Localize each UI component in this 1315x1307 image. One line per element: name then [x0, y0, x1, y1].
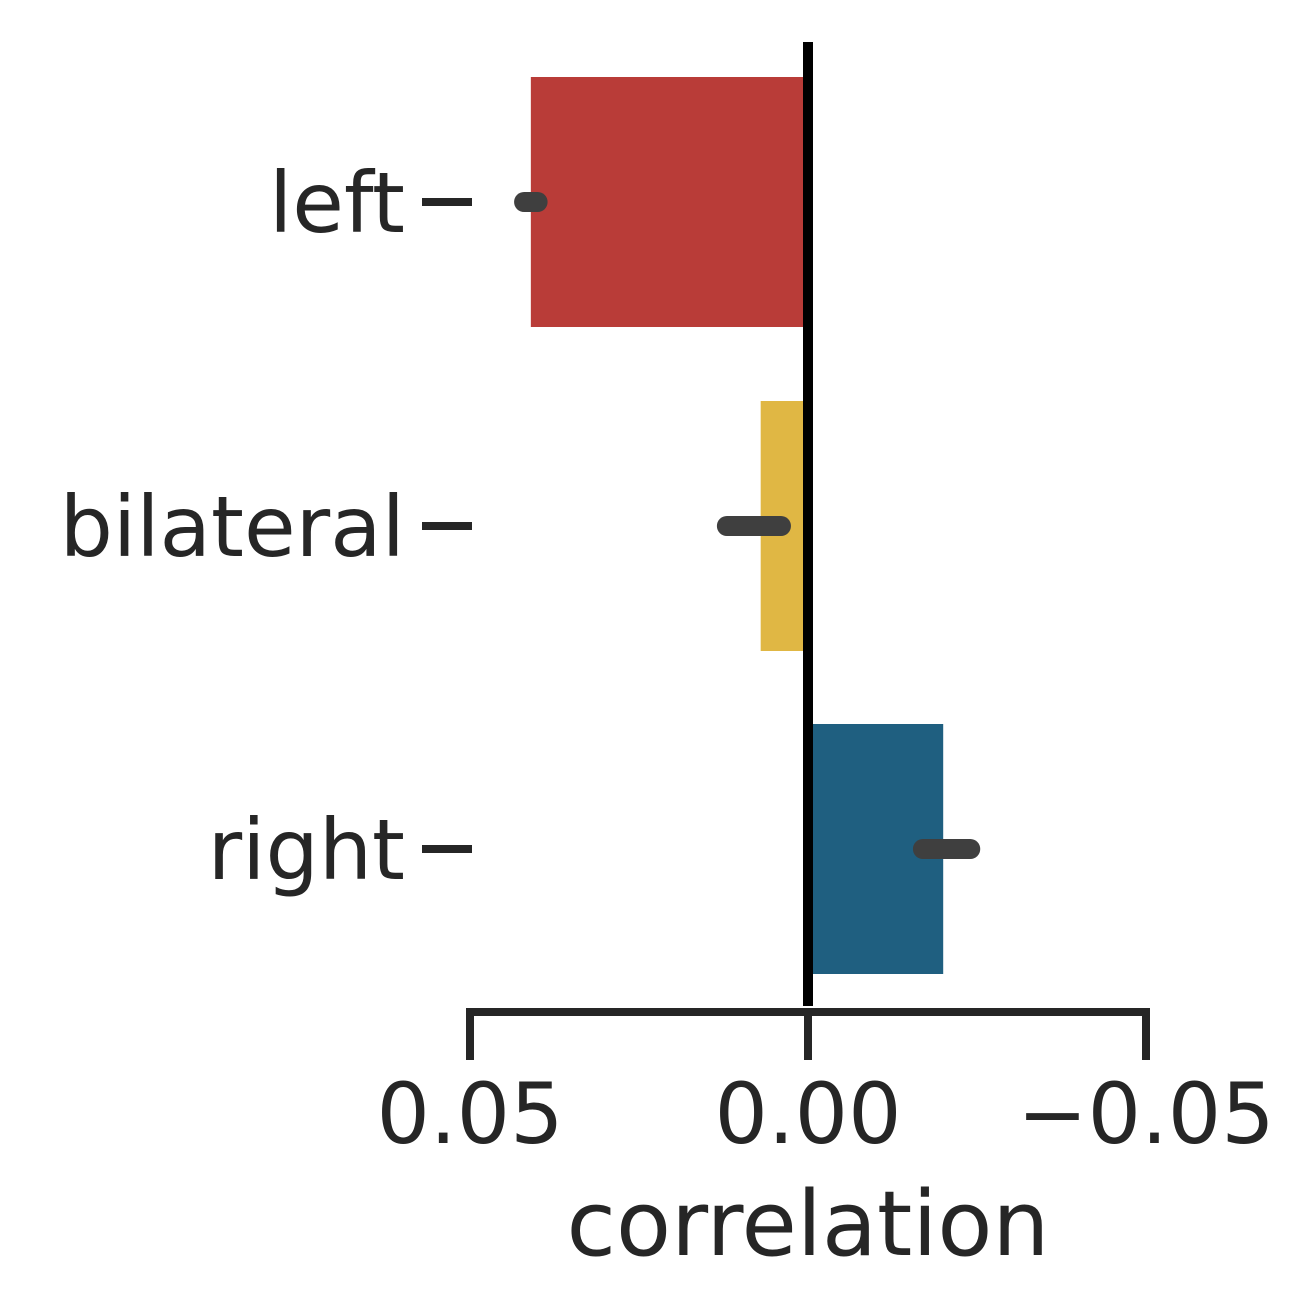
x-tick-label-1: 0.00: [714, 1065, 901, 1163]
bar-left: [530, 77, 808, 327]
y-tick-label-bilateral: bilateral: [60, 478, 405, 576]
x-axis: 0.05 0.00 −0.05: [376, 1008, 1275, 1163]
error-bars-layer: [514, 192, 981, 859]
x-tick-label-0: 0.05: [376, 1065, 563, 1163]
x-axis-label: correlation: [567, 1172, 1050, 1277]
y-tick-label-left: left: [269, 154, 405, 252]
x-tick-label-2: −0.05: [1017, 1065, 1274, 1163]
y-tick-label-right: right: [208, 801, 405, 899]
y-axis: left bilateral right: [60, 154, 472, 899]
